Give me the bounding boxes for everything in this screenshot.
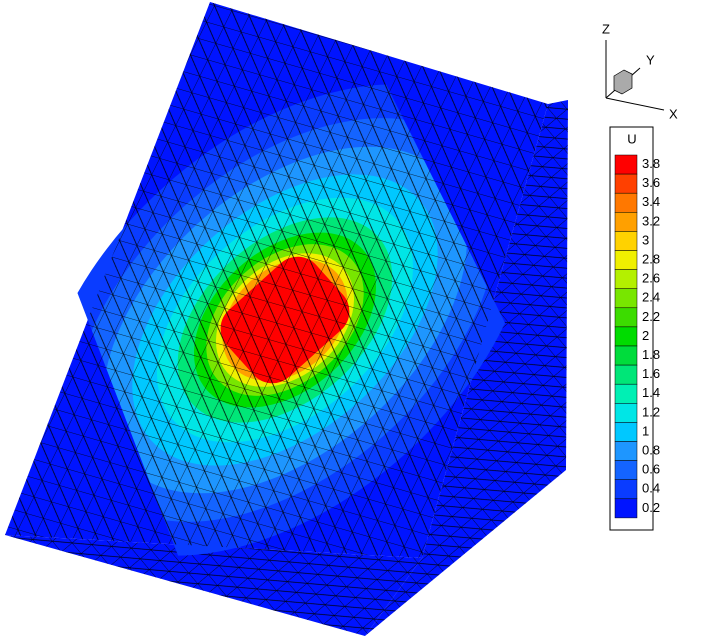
legend-label: 2.2 <box>642 309 660 324</box>
triad-cube <box>613 69 633 95</box>
legend-label: 3.4 <box>642 194 660 209</box>
z-label: Z <box>602 21 610 36</box>
legend-label: 0.6 <box>642 462 660 477</box>
legend-swatch <box>614 192 638 213</box>
legend-swatch <box>614 460 638 480</box>
bottom-mesh <box>5 535 422 636</box>
legend-label: 2 <box>642 328 649 343</box>
legend-label: 2.4 <box>642 290 660 305</box>
legend-swatch <box>614 288 638 309</box>
x-axis <box>605 97 665 111</box>
face-mesh <box>5 2 548 558</box>
legend-swatch <box>614 326 638 347</box>
legend-swatch <box>614 422 638 442</box>
legend-swatch <box>614 250 638 270</box>
y-label: Y <box>646 52 655 67</box>
legend-swatch <box>614 345 638 366</box>
legend: U 3.8 3.6 3.4 3.2 3 2.8 2.6 2.4 2.2 2 1.8 1.6 1.4 1.2… <box>609 126 660 531</box>
legend-label: 1.6 <box>642 366 660 381</box>
legend-label: 3.6 <box>642 175 660 190</box>
side-mesh <box>365 100 568 636</box>
legend-title: U <box>627 131 636 146</box>
legend-swatch <box>614 269 638 289</box>
legend-swatch <box>614 154 638 175</box>
legend-label: 3.2 <box>642 213 660 228</box>
legend-label: 0.8 <box>642 442 660 457</box>
legend-label: 3 <box>642 232 649 247</box>
legend-label: 1 <box>642 423 649 438</box>
legend-swatch <box>614 498 638 519</box>
legend-label: 1.2 <box>642 404 660 419</box>
legend-label: 2.8 <box>642 251 660 266</box>
mesh-body <box>5 2 568 636</box>
legend-label: 3.8 <box>642 156 660 171</box>
legend-swatch <box>614 364 638 385</box>
legend-swatch <box>614 403 638 423</box>
legend-swatch <box>614 383 638 404</box>
legend-label: 1.4 <box>642 385 660 400</box>
legend-swatch <box>614 231 638 251</box>
x-label: X <box>669 106 678 121</box>
legend-swatch <box>614 307 638 328</box>
legend-label: 1.8 <box>642 347 660 362</box>
legend-label: 2.6 <box>642 271 660 286</box>
legend-swatch <box>614 212 638 232</box>
legend-label: 0.4 <box>642 481 660 496</box>
legend-swatch <box>614 479 638 500</box>
legend-swatch <box>614 173 638 194</box>
legend-label: 0.2 <box>642 500 660 515</box>
legend-swatch <box>614 441 638 461</box>
axis-triad: Z Y X <box>602 21 678 121</box>
